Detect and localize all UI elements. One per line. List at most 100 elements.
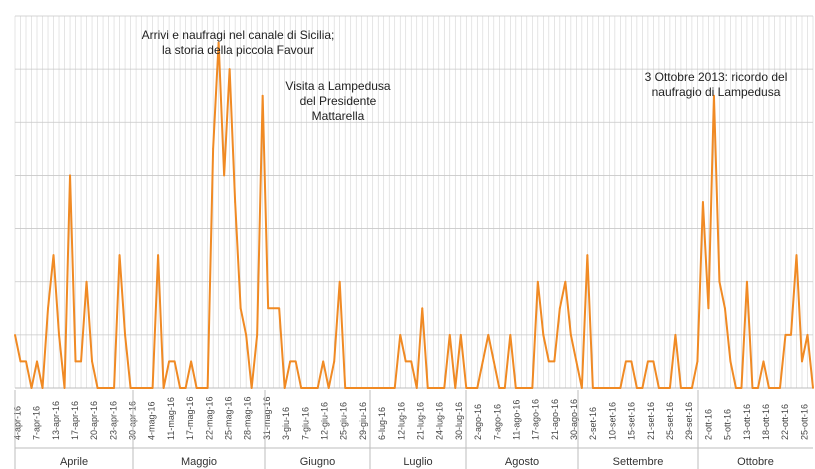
data-point — [135, 387, 137, 389]
data-point — [487, 333, 490, 336]
x-tick-label: 11-mag-16 — [166, 397, 176, 440]
data-point — [311, 387, 314, 389]
data-point — [184, 387, 187, 389]
data-point — [724, 307, 726, 310]
x-tick-label: 31-mag-16 — [262, 396, 272, 440]
data-point — [735, 387, 737, 389]
data-point — [69, 174, 71, 177]
data-point — [245, 333, 248, 336]
data-point — [96, 387, 99, 389]
data-point — [74, 360, 77, 363]
data-point — [360, 387, 363, 389]
data-point — [608, 387, 611, 389]
data-point — [157, 254, 159, 257]
data-point — [14, 333, 16, 336]
x-tick-label: 23-apr-16 — [108, 401, 118, 440]
x-tick-label: 25-ott-16 — [799, 404, 809, 440]
annotation-favour: Arrivi e naufragi nel canale di Sicilia;… — [142, 28, 335, 57]
data-point — [305, 387, 308, 389]
annotation-ottobre-line-1: 3 Ottobre 2013: ricordo del — [645, 70, 788, 84]
data-point — [520, 387, 523, 389]
data-point — [327, 387, 330, 389]
data-point — [36, 360, 38, 363]
data-point — [399, 333, 402, 336]
x-tick-label: 24-lug-16 — [435, 402, 445, 440]
data-point — [129, 387, 132, 389]
x-tick-label: 22-mag-16 — [204, 396, 214, 440]
data-point — [63, 387, 66, 389]
data-point — [377, 387, 380, 389]
data-point — [162, 387, 165, 389]
data-point — [762, 360, 765, 363]
x-tick-label: 12-lug-16 — [396, 402, 406, 440]
data-point — [91, 360, 93, 363]
data-point — [85, 280, 88, 283]
data-point — [173, 360, 176, 363]
data-point — [547, 360, 550, 363]
data-point — [278, 307, 281, 310]
data-point — [107, 387, 110, 389]
data-point — [47, 307, 49, 310]
data-point — [702, 201, 704, 203]
data-point — [795, 254, 798, 257]
data-point — [691, 387, 693, 389]
x-tick-label: 5-ott-16 — [723, 409, 733, 440]
data-point — [432, 387, 435, 389]
month-label: Agosto — [505, 456, 539, 468]
data-point — [355, 387, 358, 389]
x-tick-label: 30-ago-16 — [569, 399, 579, 440]
data-point — [674, 333, 677, 336]
data-point — [454, 387, 457, 389]
data-point — [382, 387, 385, 389]
series-line-layer — [14, 41, 814, 389]
data-point — [790, 333, 792, 336]
data-point — [437, 387, 440, 389]
data-point — [421, 307, 424, 310]
data-point — [553, 360, 556, 363]
data-point — [443, 387, 446, 389]
data-point — [801, 360, 803, 363]
data-point — [635, 387, 638, 389]
annotation-mattarella-line-2: del Presidente — [300, 94, 377, 108]
annotation-favour-line-1: Arrivi e naufragi nel canale di Sicilia; — [142, 28, 335, 42]
x-tick-label: 25-giu-16 — [339, 402, 349, 440]
data-point — [729, 360, 732, 363]
data-point — [658, 387, 660, 389]
x-tick-label: 7-ago-16 — [492, 404, 502, 440]
data-point — [746, 280, 748, 283]
data-point — [448, 333, 451, 336]
data-point — [41, 387, 44, 389]
month-label: Maggio — [181, 456, 217, 468]
series-line — [14, 41, 814, 389]
x-tick-label: 13-ott-16 — [742, 404, 752, 440]
x-tick-label: 29-set-16 — [684, 402, 694, 440]
data-point — [239, 307, 242, 310]
data-point — [388, 387, 391, 389]
data-point — [481, 360, 484, 363]
data-point — [751, 387, 754, 389]
data-point — [228, 68, 231, 71]
data-point — [371, 387, 374, 389]
x-tick-label: 4-mag-16 — [147, 401, 157, 440]
data-point — [757, 387, 759, 389]
data-point — [624, 360, 627, 363]
data-point — [597, 387, 600, 389]
month-label: Giugno — [300, 456, 335, 468]
data-point — [344, 387, 347, 389]
data-point — [784, 333, 787, 336]
data-point — [768, 387, 770, 389]
data-point — [536, 280, 539, 283]
data-point — [465, 387, 468, 389]
data-point — [217, 41, 220, 44]
data-point — [58, 333, 60, 336]
x-tick-label: 29-giu-16 — [358, 402, 368, 440]
data-point — [476, 387, 479, 389]
data-point — [696, 360, 699, 363]
month-label: Aprile — [60, 456, 88, 468]
data-point — [514, 387, 517, 389]
data-point — [542, 333, 545, 336]
data-point — [294, 360, 297, 363]
data-point — [366, 387, 369, 389]
x-tick-label: 6-lug-16 — [377, 407, 387, 440]
